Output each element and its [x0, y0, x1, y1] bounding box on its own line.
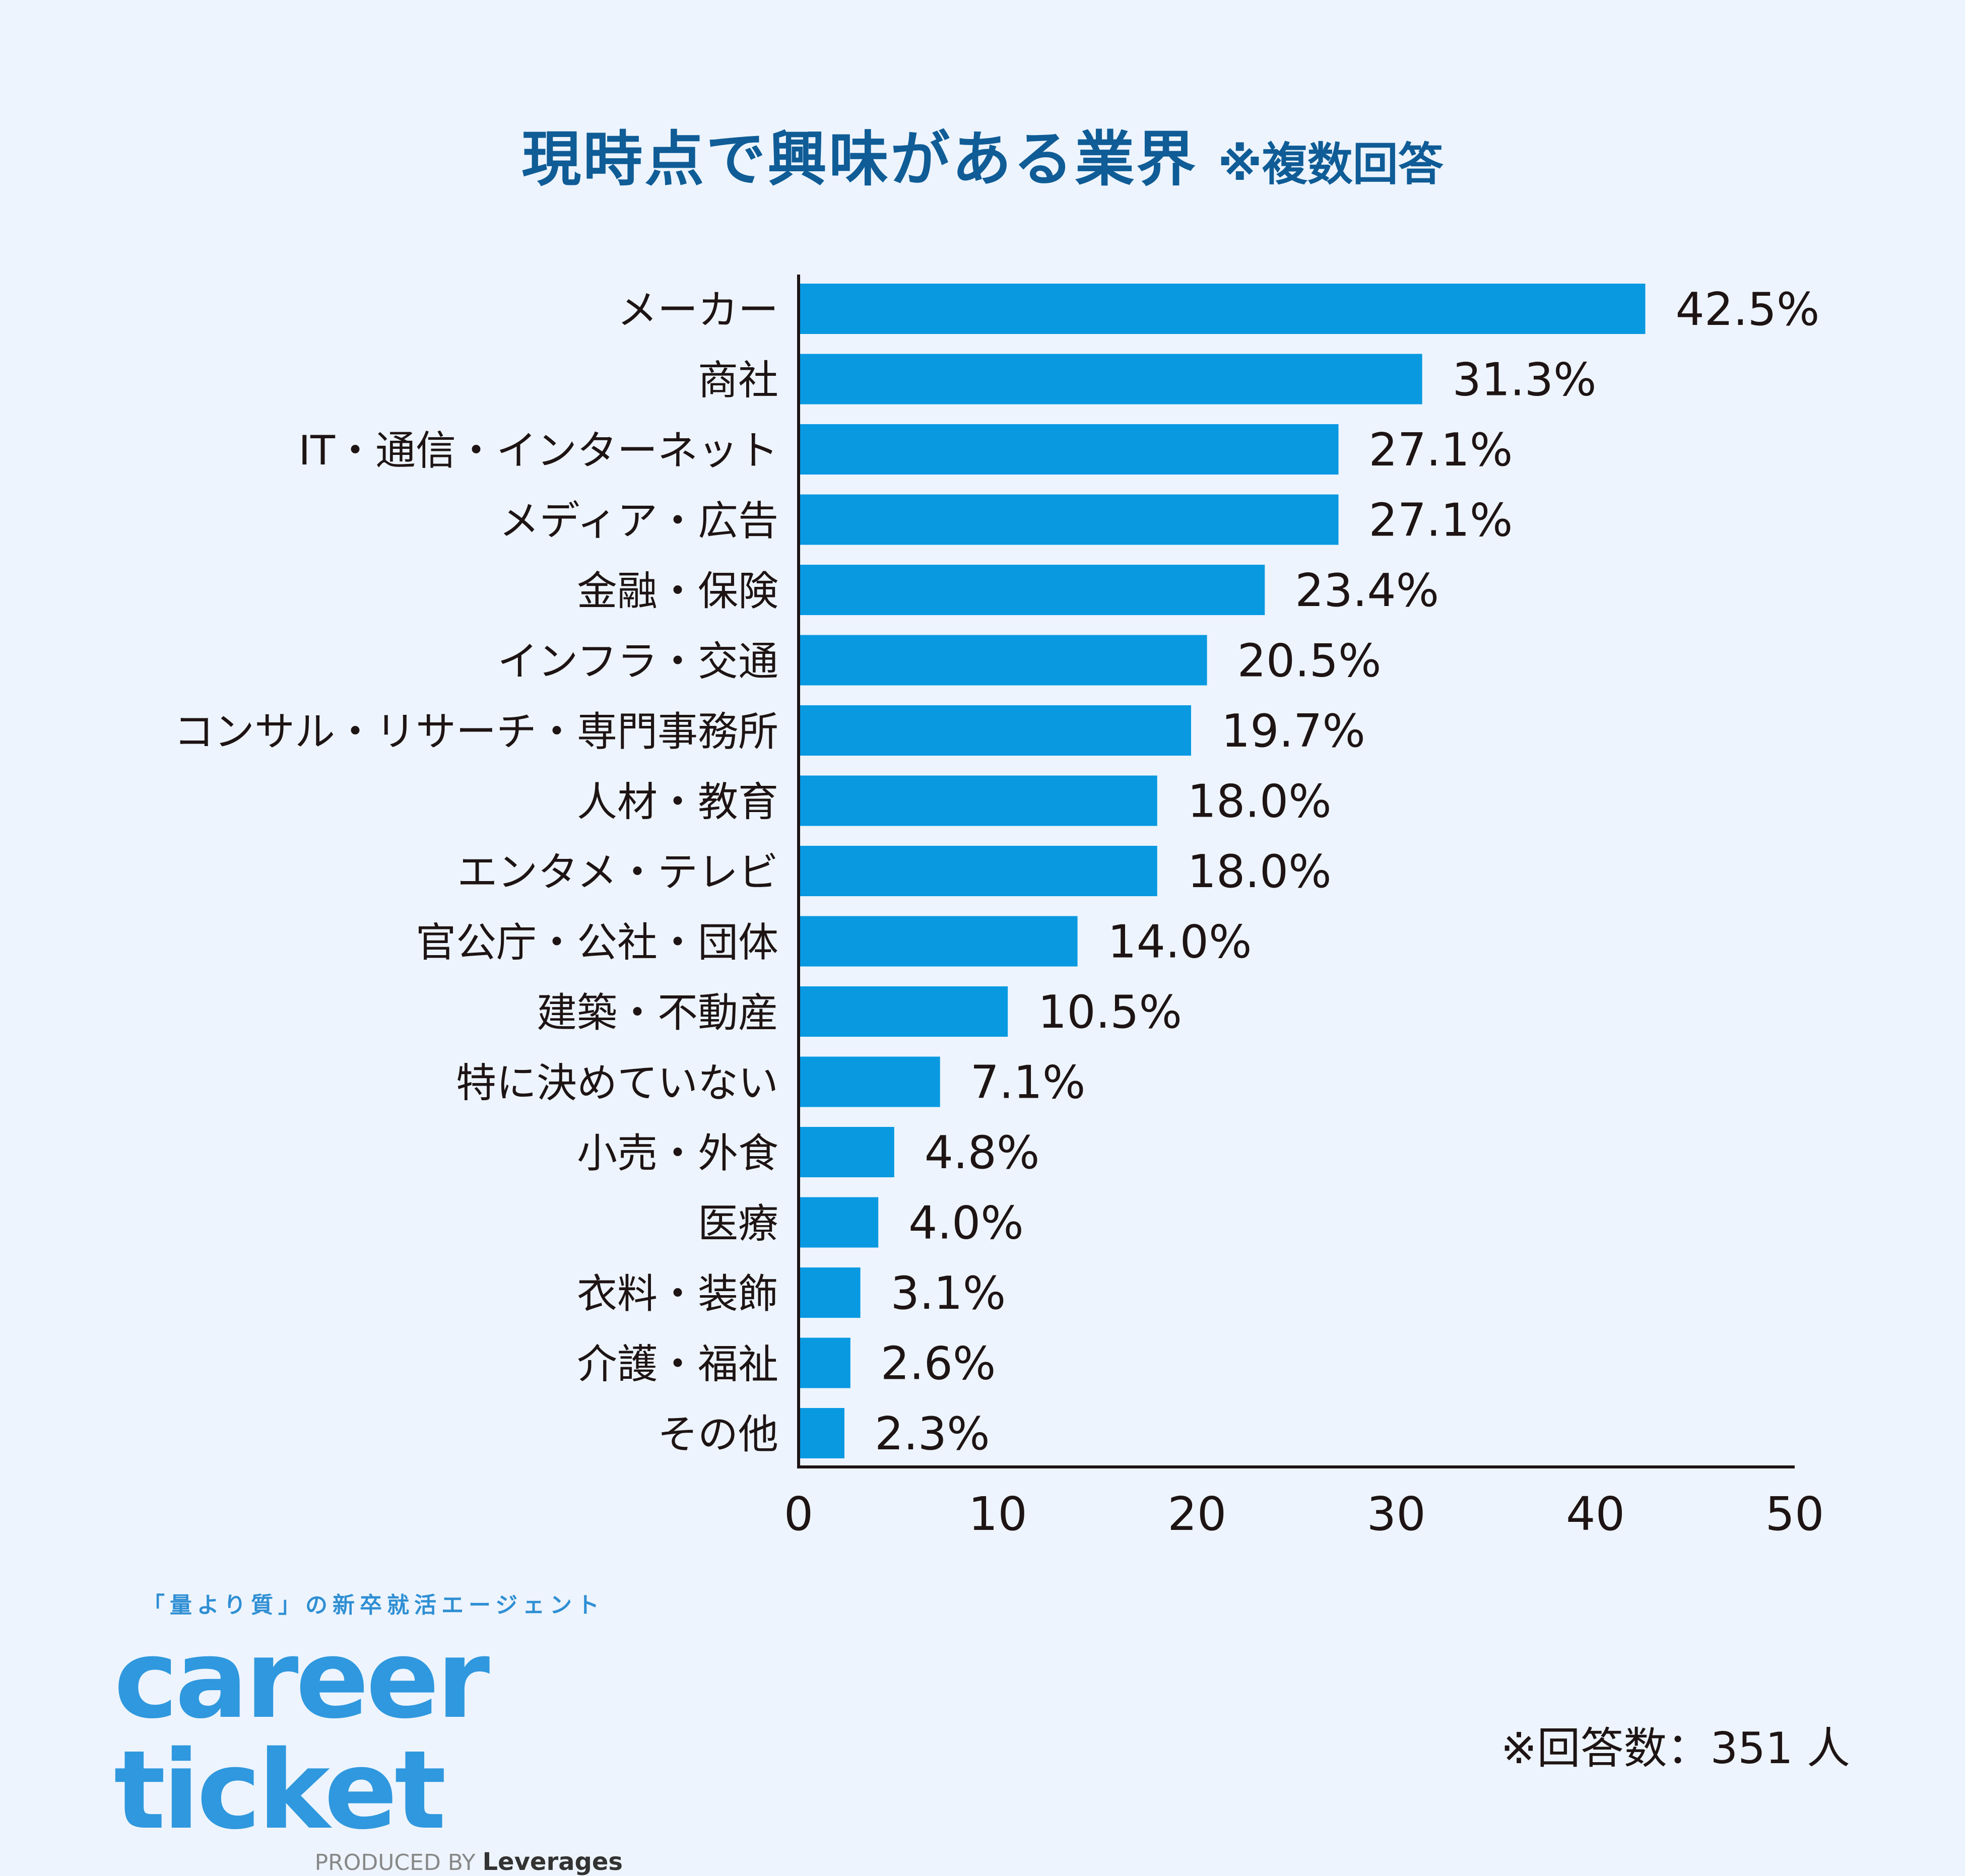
category-label: IT・通信・インターネット — [299, 427, 778, 474]
x-tick-label: 40 — [1566, 1487, 1625, 1541]
category-label: 小売・外食 — [577, 1130, 778, 1177]
bar — [799, 846, 1157, 896]
data-label: 2.6% — [881, 1337, 996, 1390]
category-label: メーカー — [617, 287, 778, 333]
category-label: 特に決めていない — [456, 1060, 778, 1107]
bar — [799, 916, 1078, 967]
data-label: 14.0% — [1108, 916, 1252, 969]
data-label: 20.5% — [1237, 635, 1382, 688]
data-label: 7.1% — [970, 1056, 1086, 1109]
chart-title-main: 現時点で興味がある業界 — [521, 124, 1198, 194]
data-label: 18.0% — [1188, 775, 1332, 828]
data-label: 27.1% — [1369, 424, 1513, 477]
data-label: 19.7% — [1221, 705, 1365, 758]
data-label: 3.1% — [891, 1267, 1006, 1320]
data-label: 2.3% — [875, 1408, 990, 1460]
category-label: インフラ・交通 — [497, 638, 778, 685]
category-label: 介護・福祉 — [577, 1341, 778, 1388]
bar — [799, 1127, 894, 1177]
bar — [799, 705, 1191, 756]
category-label: コンサル・リサーチ・専門事務所 — [174, 708, 778, 755]
brand-block: 「量より質」の新卒就活エージェント career ticket PRODUCED… — [114, 1587, 623, 1876]
category-label: 建築・不動産 — [537, 989, 778, 1036]
data-label: 4.0% — [908, 1197, 1024, 1250]
data-label: 31.3% — [1453, 354, 1597, 407]
data-label: 18.0% — [1188, 845, 1332, 898]
bar — [799, 1408, 844, 1458]
category-label: 医療 — [698, 1200, 778, 1247]
category-label: 衣料・装飾 — [577, 1270, 778, 1317]
data-label: 4.8% — [925, 1126, 1040, 1179]
bar — [799, 635, 1207, 686]
bar-chart: メーカー 42.5% 商社 31.3% IT・通信・インターネット 27.1% メディア・広… — [174, 275, 1824, 1541]
bar — [799, 775, 1157, 826]
respondent-count: ※回答数：351 人 — [1500, 1723, 1850, 1774]
bar — [799, 494, 1339, 545]
category-label: 官公庁・公社・団体 — [416, 919, 778, 966]
produced-by-label: PRODUCED BY — [314, 1850, 476, 1875]
chart-title-note: ※複数回答 — [1218, 138, 1444, 191]
bar — [799, 986, 1008, 1037]
category-label: 人材・教育 — [577, 779, 778, 826]
category-label: その他 — [658, 1411, 778, 1458]
bar — [799, 354, 1422, 405]
x-tick-label: 10 — [968, 1487, 1027, 1541]
category-label: 金融・保険 — [577, 568, 778, 615]
chart-title: 現時点で興味がある業界 ※複数回答 — [0, 111, 1965, 197]
category-label: エンタメ・テレビ — [457, 849, 778, 896]
category-label: メディア・広告 — [499, 498, 778, 545]
producer-name: Leverages — [482, 1848, 623, 1876]
x-tick-label: 30 — [1367, 1487, 1426, 1541]
x-tick-label: 20 — [1167, 1487, 1226, 1541]
career-ticket-logo: career ticket — [114, 1616, 490, 1853]
category-label: 商社 — [698, 357, 778, 404]
x-tick-label: 0 — [784, 1487, 814, 1541]
data-label: 27.1% — [1369, 494, 1513, 547]
bar — [799, 284, 1646, 334]
bar — [799, 1056, 940, 1107]
brand-tagline: 「量より質」の新卒就活エージェント — [142, 1592, 605, 1618]
data-label: 23.4% — [1295, 564, 1439, 617]
bar — [799, 1337, 850, 1388]
bar — [799, 424, 1339, 475]
x-tick-label: 50 — [1765, 1487, 1824, 1541]
bar — [799, 565, 1265, 615]
data-label: 42.5% — [1675, 283, 1819, 336]
data-label: 10.5% — [1038, 986, 1182, 1039]
bar — [799, 1197, 879, 1248]
bar — [799, 1267, 861, 1318]
